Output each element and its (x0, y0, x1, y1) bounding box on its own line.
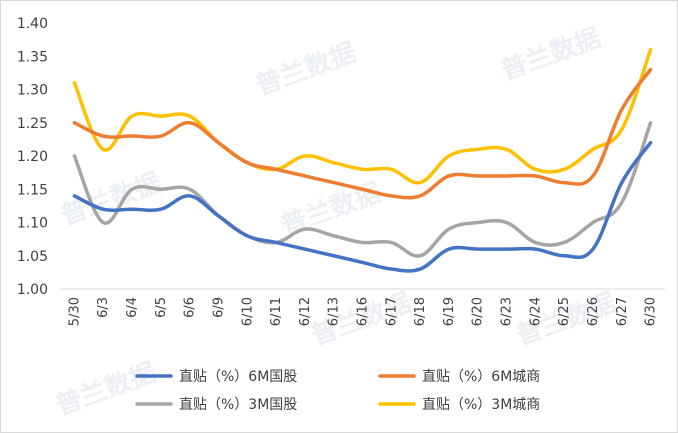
x-tick-label: 6/27 (615, 297, 630, 326)
x-tick-label: 6/18 (413, 297, 428, 326)
x-axis-ticks: 5/30 6/3 6/4 6/5 6/6 6/9 6/10 6/11 6/12 6/13 6/16 6… (67, 297, 658, 326)
series-line-1 (72, 140, 653, 273)
y-tick-label: 1.40 (17, 16, 48, 32)
y-tick-label: 1.35 (17, 49, 48, 65)
x-tick-label: 6/23 (500, 297, 515, 326)
legend-label: 直贴（%）3M国股 (179, 396, 297, 413)
x-tick-label: 6/5 (154, 297, 169, 318)
x-tick-label: 6/24 (528, 297, 543, 326)
y-axis-ticks: 1.00 1.05 1.10 1.15 1.20 1.25 1.30 1.35 1.40 (17, 16, 48, 298)
series-line-3 (72, 121, 653, 258)
x-tick-label: 6/19 (442, 297, 457, 326)
series-line-2 (72, 67, 653, 200)
y-tick-label: 1.20 (17, 149, 48, 165)
x-tick-label: 5/30 (67, 297, 82, 326)
x-tick-label: 6/30 (644, 297, 659, 326)
x-tick-label: 6/6 (183, 297, 198, 318)
series-lines (72, 47, 653, 273)
watermark-text: 普兰数据 (277, 177, 385, 242)
watermark-text: 普兰数据 (497, 22, 605, 87)
y-tick-label: 1.15 (17, 182, 48, 198)
x-tick-label: 6/16 (356, 297, 371, 326)
x-tick-label: 6/20 (471, 297, 486, 326)
series-line-4 (72, 47, 653, 185)
legend-label: 直贴（%）3M城商 (422, 396, 540, 413)
x-tick-label: 6/9 (211, 297, 226, 318)
x-tick-label: 6/26 (586, 297, 601, 326)
x-tick-label: 6/4 (125, 297, 140, 318)
x-tick-label: 6/13 (327, 297, 342, 326)
legend-label: 直贴（%）6M国股 (179, 368, 297, 385)
legend-label: 直贴（%）6M城商 (422, 368, 540, 385)
x-tick-label: 6/11 (269, 297, 284, 326)
watermark-text: 普兰数据 (52, 357, 160, 422)
x-tick-label: 6/10 (240, 297, 255, 326)
y-tick-label: 1.30 (17, 83, 48, 99)
y-tick-label: 1.10 (17, 216, 48, 232)
y-tick-label: 1.25 (17, 116, 48, 132)
x-tick-label: 6/17 (384, 297, 399, 326)
x-tick-label: 6/25 (557, 297, 572, 326)
x-tick-label: 6/3 (96, 297, 111, 318)
x-tick-label: 6/12 (298, 297, 313, 326)
y-tick-label: 1.00 (17, 282, 48, 298)
watermark-text: 普兰数据 (252, 37, 360, 102)
y-tick-label: 1.05 (17, 249, 48, 265)
